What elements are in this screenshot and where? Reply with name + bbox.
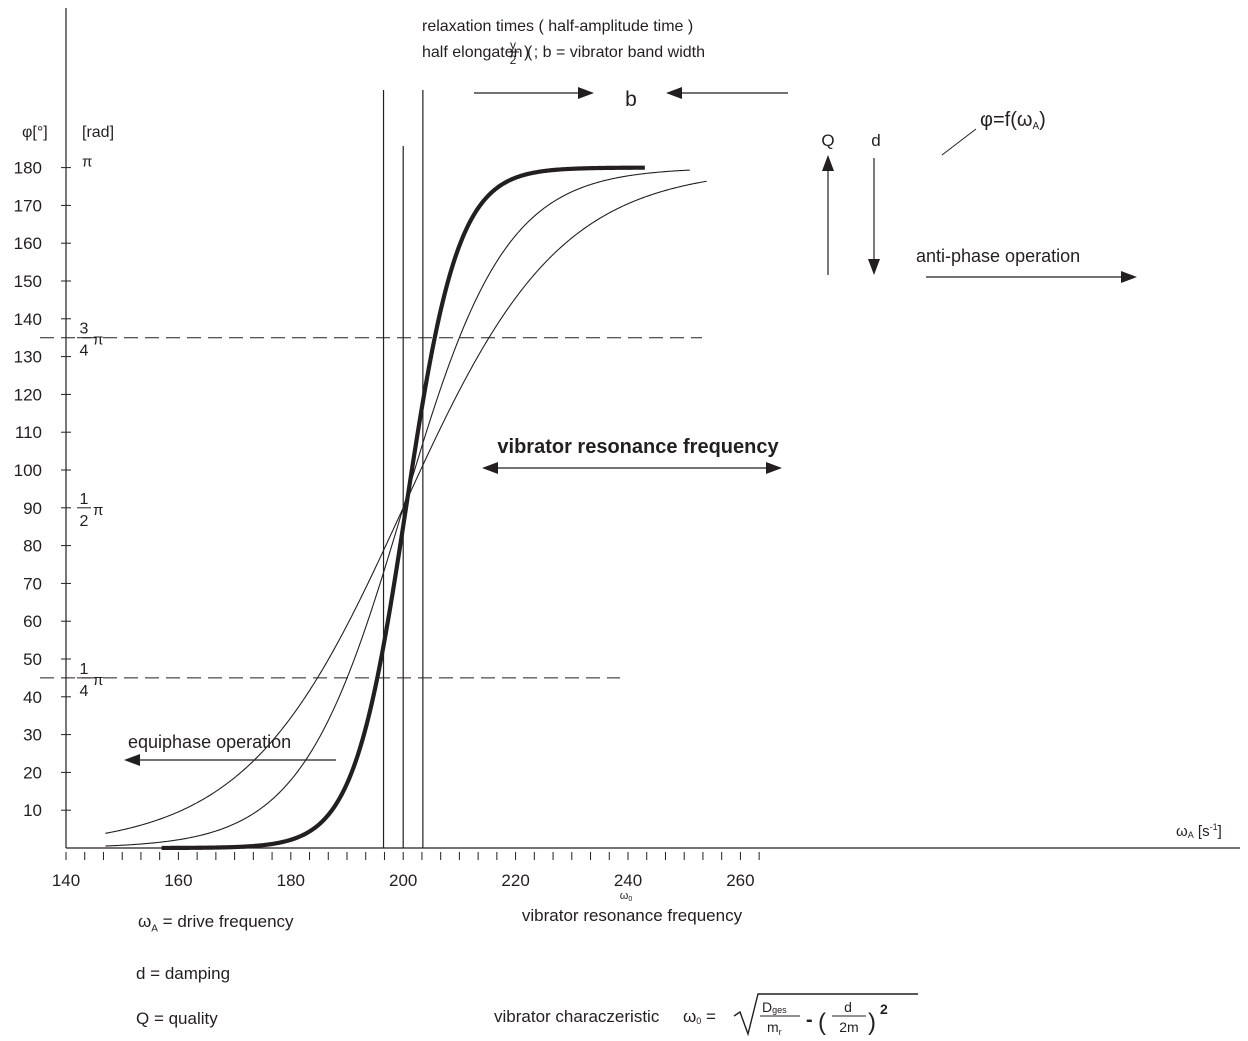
y-tick-label: 60: [23, 612, 42, 631]
equiphase-label: equiphase operation: [128, 732, 291, 752]
formula-radical: [733, 993, 918, 1037]
resonance-arrow-head-right: [766, 462, 782, 474]
rad-tick-pi: π: [93, 672, 103, 689]
y-tick-label: 90: [23, 499, 42, 518]
x-tick-label: 260: [726, 871, 754, 890]
anti-phase-arrow-head: [1121, 271, 1137, 283]
x-tick-label: 240: [614, 871, 642, 890]
anti-phase-label: anti-phase operation: [916, 246, 1080, 266]
y-tick-label: 140: [14, 310, 42, 329]
y-tick-label: 160: [14, 234, 42, 253]
x-axis-label: ωA [s-1]: [1176, 822, 1222, 840]
y-tick-label: 150: [14, 272, 42, 291]
legend-omega-text: = drive frequency: [157, 912, 294, 931]
legend-damping: d = damping: [136, 964, 231, 983]
legend-omega-symbol: ω: [138, 912, 152, 931]
y-tick-label: 70: [23, 574, 42, 593]
formula-denominator: mr: [767, 1019, 782, 1036]
x-tick-label: 200: [389, 871, 417, 890]
formula-power: 2: [880, 1001, 888, 1017]
omega0-axis-label: ω0: [620, 890, 633, 903]
rad-tick-pi: π: [93, 332, 103, 349]
phase-curve-1: [161, 165, 645, 851]
resonance-label: vibrator resonance frequency: [497, 436, 779, 458]
x-tick-label: 140: [52, 871, 80, 890]
rad-tick-numerator: 1: [80, 661, 89, 678]
phi-function-label: φ=f(ωA): [980, 109, 1046, 132]
rad-tick-numerator: 3: [80, 321, 89, 338]
x-tick-label: 160: [164, 871, 192, 890]
y-tick-label: 100: [14, 461, 42, 480]
rad-tick-pi: π: [93, 502, 103, 519]
y-tick-label: 110: [15, 423, 42, 442]
y-tick-label: 50: [23, 650, 42, 669]
half-elongation-prefix: half elongaton (: [422, 44, 533, 61]
y-tick-label: 80: [23, 537, 42, 556]
rad-tick-numerator: 1: [80, 491, 89, 508]
y-tick-label: 170: [14, 196, 42, 215]
legend-omega-sub: A: [151, 923, 158, 935]
formula-minus: -: [806, 1009, 813, 1031]
legend-omega-a: ωA = drive frequency: [138, 912, 294, 934]
y-tick-label: 10: [23, 801, 42, 820]
y-axis-label-degrees: φ[°]: [22, 124, 48, 141]
formula-inner-numerator: d: [844, 999, 852, 1015]
phase-curve-3: [105, 180, 707, 834]
band-width-label: b: [625, 88, 637, 111]
relaxation-label: relaxation times ( half-amplitude time ): [422, 18, 693, 35]
half-elongation-numerator: y: [510, 38, 516, 52]
y-axis-label-radians: [rad]: [82, 124, 114, 141]
rad-tick-denominator: 4: [80, 683, 89, 700]
y-tick-label: 180: [14, 159, 42, 178]
band-arrow-right-head: [666, 87, 682, 99]
x-tick-label: 220: [501, 871, 529, 890]
y-tick-label: 30: [23, 726, 42, 745]
rad-tick-denominator: 4: [80, 343, 89, 360]
legend-quality: Q = quality: [136, 1009, 218, 1028]
damping-arrow-head: [868, 259, 880, 275]
rad-tick-pi: π: [82, 154, 92, 171]
y-tick-label: 120: [14, 385, 42, 404]
damping-arrow-label: d: [871, 131, 880, 150]
below-axis-caption: vibrator resonance frequency: [522, 906, 743, 925]
half-elongation-denominator: 2: [510, 53, 517, 67]
x-tick-label: 180: [277, 871, 305, 890]
y-tick-label: 130: [14, 348, 42, 367]
phase-curve-2: [105, 169, 690, 847]
formula-prefix: vibrator characzeristic: [494, 1007, 660, 1026]
formula-paren-open: (: [818, 1009, 826, 1036]
quality-arrow-label: Q: [821, 131, 834, 150]
formula-omega: ω0 =: [683, 1007, 716, 1026]
band-arrow-left-head: [578, 87, 594, 99]
y-tick-label: 20: [23, 763, 42, 782]
half-elongation-suffix: ) ; b = vibrator band width: [524, 44, 705, 61]
formula-numerator: Dges: [762, 999, 787, 1015]
formula-inner-denominator: 2m: [839, 1019, 858, 1035]
equiphase-arrow-head: [124, 754, 140, 766]
formula-paren-close: ): [868, 1009, 876, 1036]
quality-arrow-head: [822, 155, 834, 171]
resonance-arrow-head-left: [482, 462, 498, 474]
y-tick-label: 40: [23, 688, 42, 707]
phi-function-leader: [941, 128, 977, 156]
rad-tick-denominator: 2: [80, 513, 89, 530]
